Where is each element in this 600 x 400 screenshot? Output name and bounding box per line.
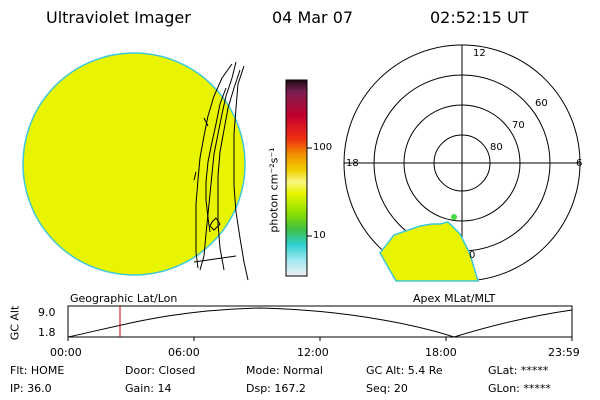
auroral-oval-region: [379, 221, 480, 282]
status-gain: Gain: 14: [125, 382, 172, 395]
status-mode: Mode: Normal: [246, 364, 323, 377]
app-title: Ultraviolet Imager: [46, 8, 191, 27]
mlt-label-00: 0: [469, 250, 476, 261]
colorbar-tick-label-10: 10: [313, 230, 326, 241]
xtick-1200: 12:00: [297, 346, 329, 359]
altitude-curve: [67, 307, 573, 338]
auroral-spot: [451, 214, 457, 220]
status-ip: IP: 36.0: [10, 382, 52, 395]
colorbar-gradient: [285, 79, 308, 277]
status-glat: GLat: *****: [488, 364, 549, 377]
mlt-label-06: 6: [576, 158, 583, 169]
timeline-ylabel: GC Alt: [8, 305, 22, 341]
header-time: 02:52:15 UT: [430, 8, 529, 27]
header-date: 04 Mar 07: [272, 8, 354, 27]
lat-label-60: 60: [535, 98, 548, 109]
colorbar-unit-label: photon cm⁻²s⁻¹: [267, 147, 281, 233]
timeline-left-label: Geographic Lat/Lon: [70, 292, 178, 305]
lat-label-80: 80: [490, 142, 503, 153]
geographic-image-panel: [22, 52, 249, 281]
coastline-overlay: [193, 61, 249, 281]
timeline-frame: [67, 305, 573, 338]
status-seq: Seq: 20: [366, 382, 408, 395]
ytick-9: 9.0: [38, 306, 56, 319]
status-door: Door: Closed: [125, 364, 196, 377]
xtick-2359: 23:59: [548, 346, 580, 359]
altitude-timeline: [67, 305, 573, 341]
status-flt: Flt: HOME: [10, 364, 65, 377]
xtick-0600: 06:00: [168, 346, 200, 359]
ytick-1-8: 1.8: [38, 326, 56, 339]
status-gc-alt: GC Alt: 5.4 Re: [366, 364, 443, 377]
lat-label-70: 70: [512, 120, 525, 131]
mlt-label-18: 18: [346, 158, 359, 169]
mlt-label-12: 12: [473, 48, 486, 59]
xtick-1800: 18:00: [425, 346, 457, 359]
timeline-right-label: Apex MLat/MLT: [413, 292, 496, 305]
status-dsp: Dsp: 167.2: [246, 382, 306, 395]
polar-plot: [343, 44, 581, 282]
colorbar: [285, 79, 312, 277]
xtick-0000: 00:00: [50, 346, 82, 359]
geographic-image-disk: [22, 52, 246, 276]
colorbar-tick-label-100: 100: [313, 142, 333, 153]
status-glon: GLon: *****: [488, 382, 551, 395]
